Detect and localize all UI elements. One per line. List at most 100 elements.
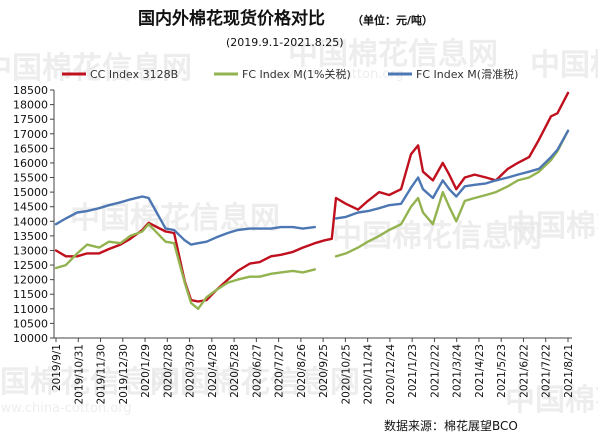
data-point [485,194,487,196]
x-tick-label: 2020/2/28 [162,344,174,398]
data-point [86,243,89,246]
data-point [400,202,403,205]
data-point [55,249,57,252]
data-point [463,185,466,188]
data-point [378,234,381,237]
x-tick-label: 2020/6/27 [251,344,263,398]
data-point [556,112,559,115]
data-point [190,243,192,246]
data-point [473,183,476,186]
data-point [292,251,294,253]
x-tick-label: 2019/9/1 [51,344,63,391]
data-point [226,232,229,234]
data-point [473,173,476,176]
data-point [528,176,531,179]
y-tick-label: 17000 [13,128,48,141]
data-point [494,191,497,194]
chart-title: 国内外棉花现货价格对比 [138,8,325,29]
data-point [441,191,444,194]
data-point [366,210,369,212]
data-point [448,173,451,176]
data-point [366,240,369,243]
data-point [313,242,316,245]
y-tick-label: 14500 [13,201,48,214]
x-tick-label: 2020/1/29 [140,344,152,398]
x-tick-label: 2021/1/23 [407,344,419,398]
data-point [441,179,444,182]
data-point [65,264,67,266]
data-point [357,208,359,211]
data-point [183,281,186,284]
data-point [279,253,282,256]
data-point [236,229,239,231]
watermark-text: 中国棉花信息网 [288,37,498,72]
data-point [236,269,239,272]
data-point [550,115,552,118]
data-point [417,176,419,179]
data-point [76,255,79,258]
data-point [55,223,57,226]
data-point [330,237,333,240]
data-point [292,226,294,229]
data-point [258,227,261,230]
data-point [538,167,540,170]
data-point [226,281,229,284]
data-point [164,227,167,230]
data-source-note: 数据来源：棉花展望BCO [384,418,518,433]
data-point [147,197,150,199]
data-point [86,210,89,212]
watermark-text: 中国棉花信息网 [505,383,598,418]
data-point [567,129,569,132]
x-tick-label: 2021/2/22 [429,344,441,398]
data-point [432,197,434,199]
data-point [173,242,175,245]
data-point [98,252,101,255]
y-tick-label: 16000 [13,157,48,170]
legend-label: CC Index 3128B [90,68,178,81]
data-point [55,267,57,269]
data-point [463,199,466,202]
data-point [417,144,419,147]
data-point [76,252,79,255]
data-point [400,188,403,191]
legend-label: FC Index M(滑准税) [416,67,518,81]
data-point [410,205,412,208]
data-point [455,195,458,198]
x-tick-label: 2021/8/21 [563,344,575,398]
data-point [292,269,294,272]
data-point [550,159,552,161]
watermark-text: 中国棉花信息网 [0,51,192,86]
data-point [119,201,122,204]
data-point [86,252,89,255]
data-point [236,278,239,281]
data-point [400,223,403,226]
data-point [463,176,466,179]
data-point [270,255,272,258]
x-tick-label: 2020/7/27 [274,344,286,398]
data-point [448,205,451,208]
data-point [538,138,540,141]
data-point [248,227,251,230]
watermark-layer: 中国棉花信息网中国棉花信息网中国棉花信息网中国棉花信息网中国棉花信息网中国棉花信… [0,37,598,418]
x-tick-label: 2020/3/29 [185,344,197,398]
data-point [147,223,150,226]
y-tick-label: 18000 [13,99,48,112]
chart-unit-note: （单位：元/吨） [352,13,433,27]
y-tick-label: 11000 [13,303,48,316]
data-point [422,170,424,173]
x-tick-label: 2021/5/23 [496,344,508,398]
chart-series-layer [54,91,570,310]
data-point [410,153,412,156]
y-tick-label: 14000 [13,215,48,228]
x-tick-label: 2019/10/31 [73,344,85,405]
y-tick-label: 17500 [13,113,48,126]
data-point [301,227,304,230]
data-point [506,176,509,179]
y-tick-label: 15000 [13,186,48,199]
x-tick-label: 2021/4/23 [474,344,486,398]
data-point [98,207,101,210]
watermark-text: 中国棉花信息网 [150,365,360,400]
